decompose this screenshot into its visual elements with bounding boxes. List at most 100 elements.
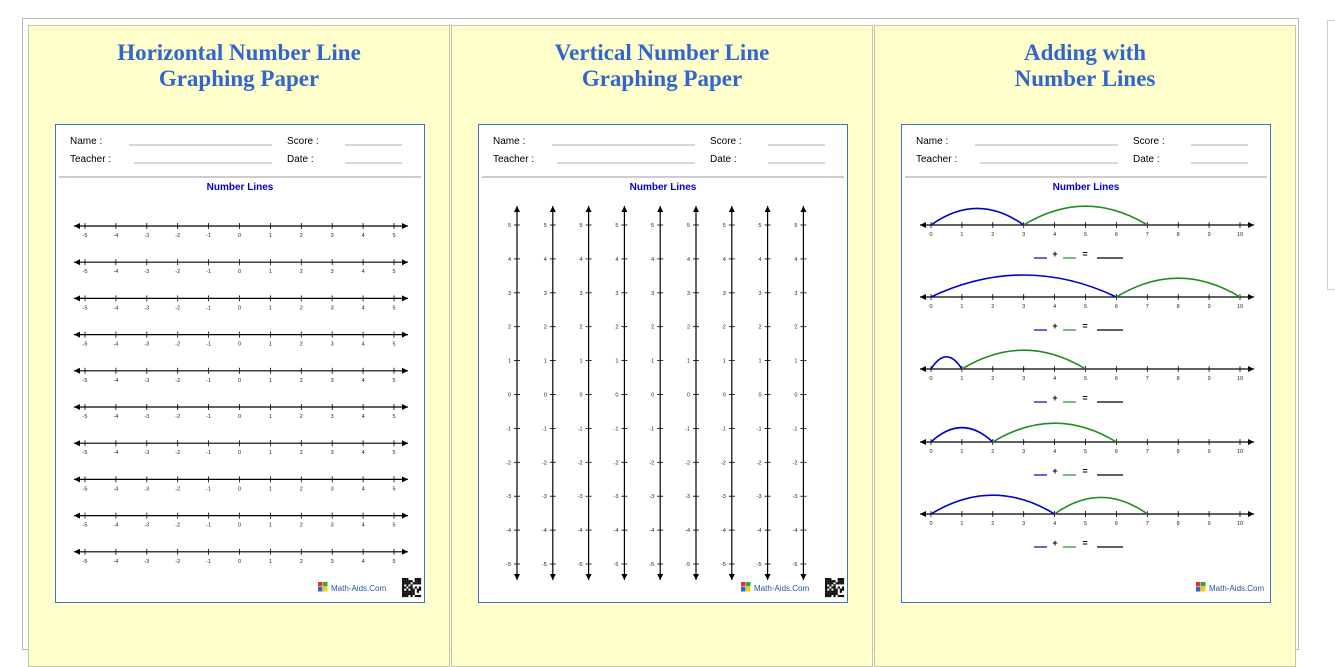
worksheet-preview-vertical[interactable]: Name : Score : Teacher : Date : Number Lines… (478, 124, 848, 603)
tick-label: 0 (929, 376, 932, 382)
tick-label: -4 (113, 305, 118, 311)
tick-label: 5 (1084, 232, 1087, 238)
tick-label: 1 (269, 414, 272, 420)
qr-module (404, 580, 407, 583)
tick-label: 3 (331, 414, 334, 420)
tick-label: 3 (331, 378, 334, 384)
brand-link: Math-Aids.Com (1209, 584, 1264, 593)
panel-adding[interactable]: Adding with Number Lines Name : Score : Te… (874, 25, 1296, 667)
tick-label: -1 (506, 426, 511, 432)
tick-label: -2 (793, 460, 798, 466)
tick-label: 4 (362, 450, 365, 456)
tick-label: 9 (1208, 449, 1211, 455)
qr-module (414, 578, 417, 581)
qr-module (831, 580, 834, 583)
qr-module (404, 578, 407, 581)
arrow-left-icon (920, 366, 926, 372)
tick-label: -5 (83, 486, 88, 492)
qr-module (410, 584, 413, 587)
arrow-up-icon (800, 206, 807, 212)
arrow-down-icon (800, 574, 807, 580)
panel-title[interactable]: Horizontal Number Line Graphing Paper (117, 40, 361, 91)
tick-label: 0 (580, 393, 583, 399)
tick-label: 3 (331, 486, 334, 492)
worksheet-preview-horizontal[interactable]: Name : Score : Teacher : Date : Number Lines… (55, 124, 425, 603)
tick-label: -4 (793, 528, 798, 534)
qr-module (835, 582, 838, 585)
tick-label: -3 (144, 450, 149, 456)
tick-label: 4 (1053, 521, 1056, 527)
tick-label: 3 (580, 291, 583, 297)
tick-label: 3 (331, 305, 334, 311)
tick-label: -1 (206, 269, 211, 275)
tick-label: -3 (144, 523, 149, 529)
tick-label: -2 (175, 450, 180, 456)
qr-module (402, 584, 405, 587)
tick-label: 2 (723, 325, 726, 331)
tick-label: 3 (1022, 449, 1025, 455)
tick-label: 1 (960, 521, 963, 527)
addition-jump-arc (1023, 205, 1148, 226)
arrow-right-icon (402, 476, 408, 483)
tick-label: 4 (362, 305, 365, 311)
tick-label: 0 (238, 269, 241, 275)
tick-label: 4 (580, 257, 583, 263)
tick-label: 3 (331, 559, 334, 565)
qr-module (829, 590, 832, 593)
qr-module (402, 592, 405, 595)
arrow-up-icon (693, 206, 699, 212)
arrow-right-icon (1248, 511, 1254, 517)
tick-label: 1 (794, 359, 797, 365)
tick-label: 2 (544, 325, 547, 331)
qr-module (408, 580, 411, 583)
tick-label: 3 (1022, 304, 1025, 310)
qr-module (827, 590, 830, 593)
qr-module (825, 578, 828, 581)
arrow-left-icon (74, 223, 80, 229)
tick-label: -4 (685, 528, 690, 534)
tick-label: 2 (300, 486, 303, 492)
equals-sign: = (1082, 249, 1087, 259)
tick-label: 6 (1115, 376, 1118, 382)
tick-label: -5 (83, 378, 88, 384)
tick-label: -2 (175, 486, 180, 492)
arrow-left-icon (74, 331, 80, 338)
arrow-down-icon (728, 574, 735, 580)
tick-label: 0 (651, 393, 654, 399)
tick-label: 4 (362, 559, 365, 565)
tick-label: 4 (362, 378, 365, 384)
tick-label: -2 (614, 460, 619, 466)
worksheet-preview-adding[interactable]: Name : Score : Teacher : Date : Number Lines… (901, 124, 1271, 603)
tick-label: 5 (392, 342, 395, 348)
panel-horizontal[interactable]: Horizontal Number Line Graphing Paper Na… (28, 25, 450, 667)
panel-title[interactable]: Adding with Number Lines (1014, 40, 1156, 91)
tick-label: 8 (1177, 521, 1180, 527)
qr-module (410, 588, 413, 591)
qr-module (410, 594, 413, 598)
qr-module (839, 590, 842, 593)
qr-module (402, 582, 405, 585)
qr-module (416, 590, 419, 593)
qr-module (837, 580, 840, 583)
qr-module (833, 580, 836, 583)
tick-label: 10 (1237, 376, 1243, 382)
tick-label: 7 (1146, 232, 1149, 238)
tick-label: -1 (793, 426, 798, 432)
qr-module (825, 580, 828, 583)
qr-module (418, 588, 422, 591)
qr-module (408, 582, 411, 585)
panel-vertical[interactable]: Vertical Number Line Graphing Paper Name… (451, 25, 873, 667)
addition-jump-arc (1115, 277, 1241, 298)
tick-label: -3 (144, 233, 149, 239)
tick-label: -3 (144, 378, 149, 384)
tick-label: 3 (615, 291, 618, 297)
tick-label: -2 (175, 523, 180, 529)
tick-label: 4 (759, 257, 762, 263)
tick-label: 0 (929, 449, 932, 455)
tick-label: 2 (651, 325, 654, 331)
worksheet-heading: Number Lines (1053, 182, 1120, 193)
tick-label: 5 (759, 223, 762, 229)
arrow-left-icon (74, 512, 80, 519)
panel-title[interactable]: Vertical Number Line Graphing Paper (554, 40, 770, 91)
brand-logo-icon (323, 587, 328, 592)
